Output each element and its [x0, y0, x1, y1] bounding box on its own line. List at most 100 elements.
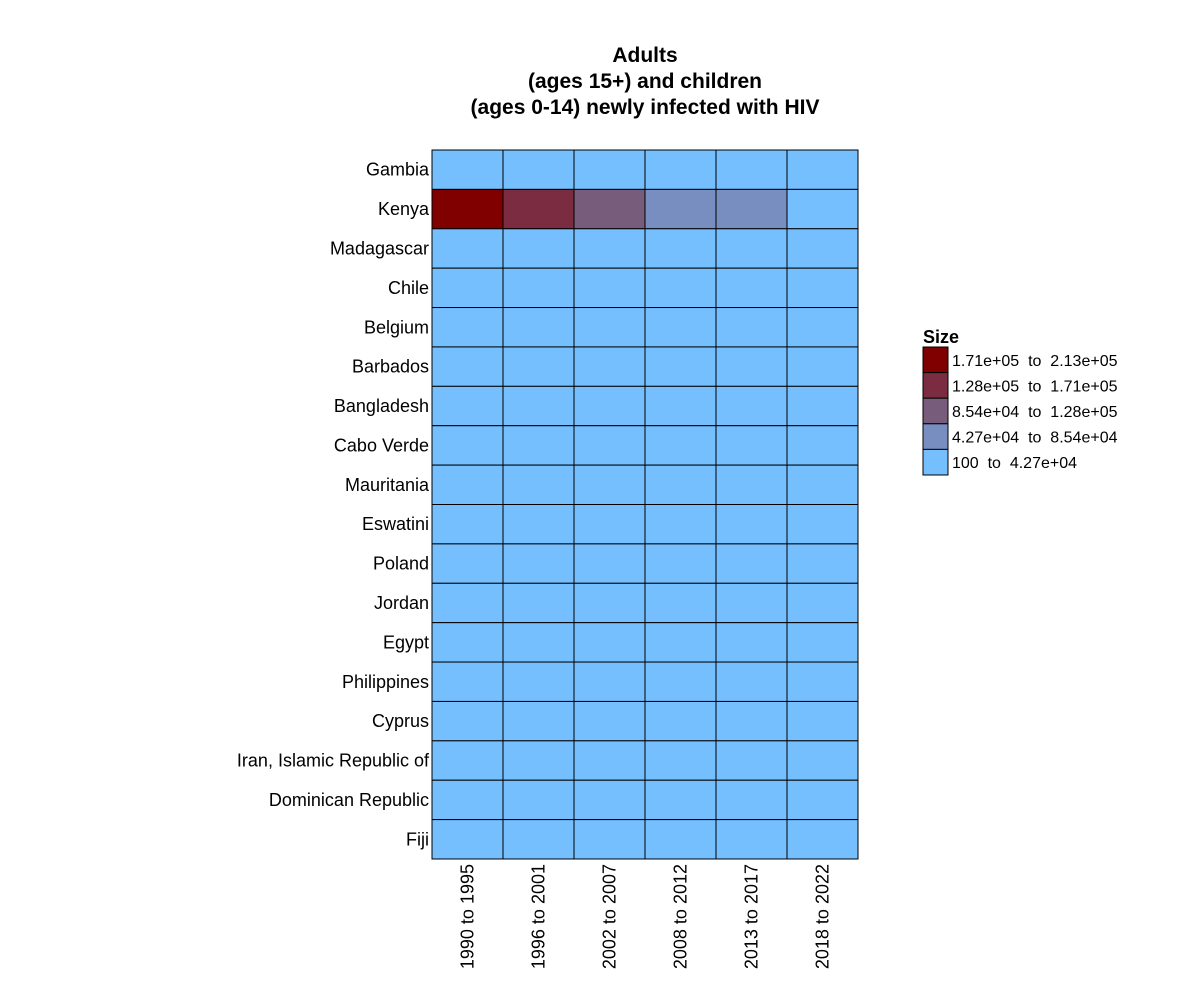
- heatmap-cell: [502, 228, 575, 269]
- row-label: Cabo Verde: [334, 435, 429, 455]
- legend-title: Size: [923, 327, 959, 347]
- heatmap-cell: [644, 228, 717, 269]
- heatmap-cell: [431, 661, 504, 702]
- heatmap-cell: [715, 149, 788, 190]
- heatmap-cell: [431, 149, 504, 190]
- heatmap-cell: [644, 779, 717, 821]
- heatmap-cell: [573, 779, 646, 821]
- heatmap-cell: [431, 740, 504, 781]
- heatmap-cell: [431, 188, 504, 230]
- row-label: Kenya: [378, 199, 430, 219]
- heatmap-cell: [786, 582, 859, 624]
- heatmap-cell: [573, 425, 646, 466]
- column-label: 1996 to 2001: [529, 864, 549, 969]
- heatmap-cell: [502, 740, 575, 781]
- heatmap-cell: [502, 425, 575, 466]
- heatmap-cell: [786, 819, 859, 860]
- heatmap-cell: [644, 819, 717, 860]
- heatmap-cell: [573, 582, 646, 624]
- heatmap-cell: [715, 700, 788, 742]
- heatmap-cell: [431, 504, 504, 545]
- heatmap-cell: [644, 464, 717, 506]
- heatmap-cell: [431, 700, 504, 742]
- row-label: Poland: [373, 554, 429, 574]
- heatmap-cell: [786, 425, 859, 466]
- heatmap-cell: [715, 307, 788, 348]
- heatmap-cell: [786, 661, 859, 702]
- heatmap-cell: [431, 819, 504, 860]
- heatmap-cell: [644, 582, 717, 624]
- heatmap-cell: [431, 543, 504, 584]
- heatmap-cell: [573, 464, 646, 506]
- heatmap-cell: [502, 661, 575, 702]
- heatmap-cell: [786, 622, 859, 663]
- row-label: Bangladesh: [334, 396, 429, 416]
- column-label: 2018 to 2022: [813, 864, 833, 969]
- heatmap-cells: [431, 149, 859, 860]
- heatmap-cell: [644, 700, 717, 742]
- heatmap-cell: [644, 504, 717, 545]
- heatmap-cell: [786, 307, 859, 348]
- heatmap-cell: [715, 504, 788, 545]
- heatmap-cell: [502, 700, 575, 742]
- heatmap-cell: [715, 464, 788, 506]
- heatmap-cell: [644, 622, 717, 663]
- heatmap-cell: [786, 188, 859, 230]
- heatmap-cell: [715, 622, 788, 663]
- heatmap-cell: [573, 188, 646, 230]
- heatmap-cell: [502, 582, 575, 624]
- legend: Size 1.71e+05 to 2.13e+05 1.28e+05 to 1.71…: [922, 327, 1118, 476]
- row-label: Dominican Republic: [269, 790, 429, 810]
- heatmap-cell: [573, 307, 646, 348]
- heatmap-cell: [786, 464, 859, 506]
- heatmap-cell: [644, 385, 717, 427]
- heatmap-cell: [786, 385, 859, 427]
- legend-label: 4.27e+04 to 8.54e+04: [952, 430, 1118, 447]
- heatmap-cell: [502, 779, 575, 821]
- heatmap-cell: [431, 385, 504, 427]
- heatmap-cell: [431, 307, 504, 348]
- heatmap-cell: [502, 819, 575, 860]
- legend-label: 100 to 4.27e+04: [952, 455, 1077, 472]
- heatmap-cell: [715, 819, 788, 860]
- heatmap-cell: [786, 267, 859, 309]
- heatmap-cell: [715, 779, 788, 821]
- heatmap-cell: [431, 228, 504, 269]
- row-label: Egypt: [383, 632, 429, 652]
- heatmap-cell: [715, 740, 788, 781]
- heatmap-cell: [431, 464, 504, 506]
- row-label: Fiji: [406, 829, 429, 849]
- heatmap-cell: [644, 425, 717, 466]
- column-labels: 1990 to 1995 1996 to 2001 2002 to 2007 2008…: [458, 864, 833, 969]
- chart-title-line: (ages 15+) and children: [528, 70, 762, 93]
- row-label: Iran, Islamic Republic of: [237, 751, 430, 771]
- heatmap-cell: [502, 622, 575, 663]
- heatmap-cell: [715, 267, 788, 309]
- legend-swatch: [922, 397, 949, 425]
- row-label: Mauritania: [345, 475, 430, 495]
- heatmap-cell: [502, 149, 575, 190]
- legend-label: 1.71e+05 to 2.13e+05: [952, 353, 1118, 370]
- heatmap-cell: [715, 661, 788, 702]
- heatmap-cell: [502, 267, 575, 309]
- heatmap-cell: [431, 582, 504, 624]
- heatmap-cell: [502, 307, 575, 348]
- chart-title: Adults (ages 15+) and children (ages 0-14)…: [471, 44, 820, 119]
- heatmap-cell: [644, 149, 717, 190]
- heatmap-cell: [573, 149, 646, 190]
- heatmap-cell: [431, 346, 504, 387]
- heatmap-cell: [644, 307, 717, 348]
- heatmap-cell: [431, 779, 504, 821]
- column-label: 1990 to 1995: [458, 864, 478, 969]
- heatmap-cell: [502, 464, 575, 506]
- heatmap-cell: [573, 700, 646, 742]
- row-labels: Gambia Kenya Madagascar Chile Belgium Barbado…: [237, 160, 430, 850]
- heatmap-cell: [644, 188, 717, 230]
- heatmap-cell: [786, 740, 859, 781]
- row-label: Jordan: [374, 593, 429, 613]
- heatmap-cell: [573, 228, 646, 269]
- row-label: Chile: [388, 278, 429, 298]
- heatmap-cell: [573, 385, 646, 427]
- heatmap-cell: [573, 267, 646, 309]
